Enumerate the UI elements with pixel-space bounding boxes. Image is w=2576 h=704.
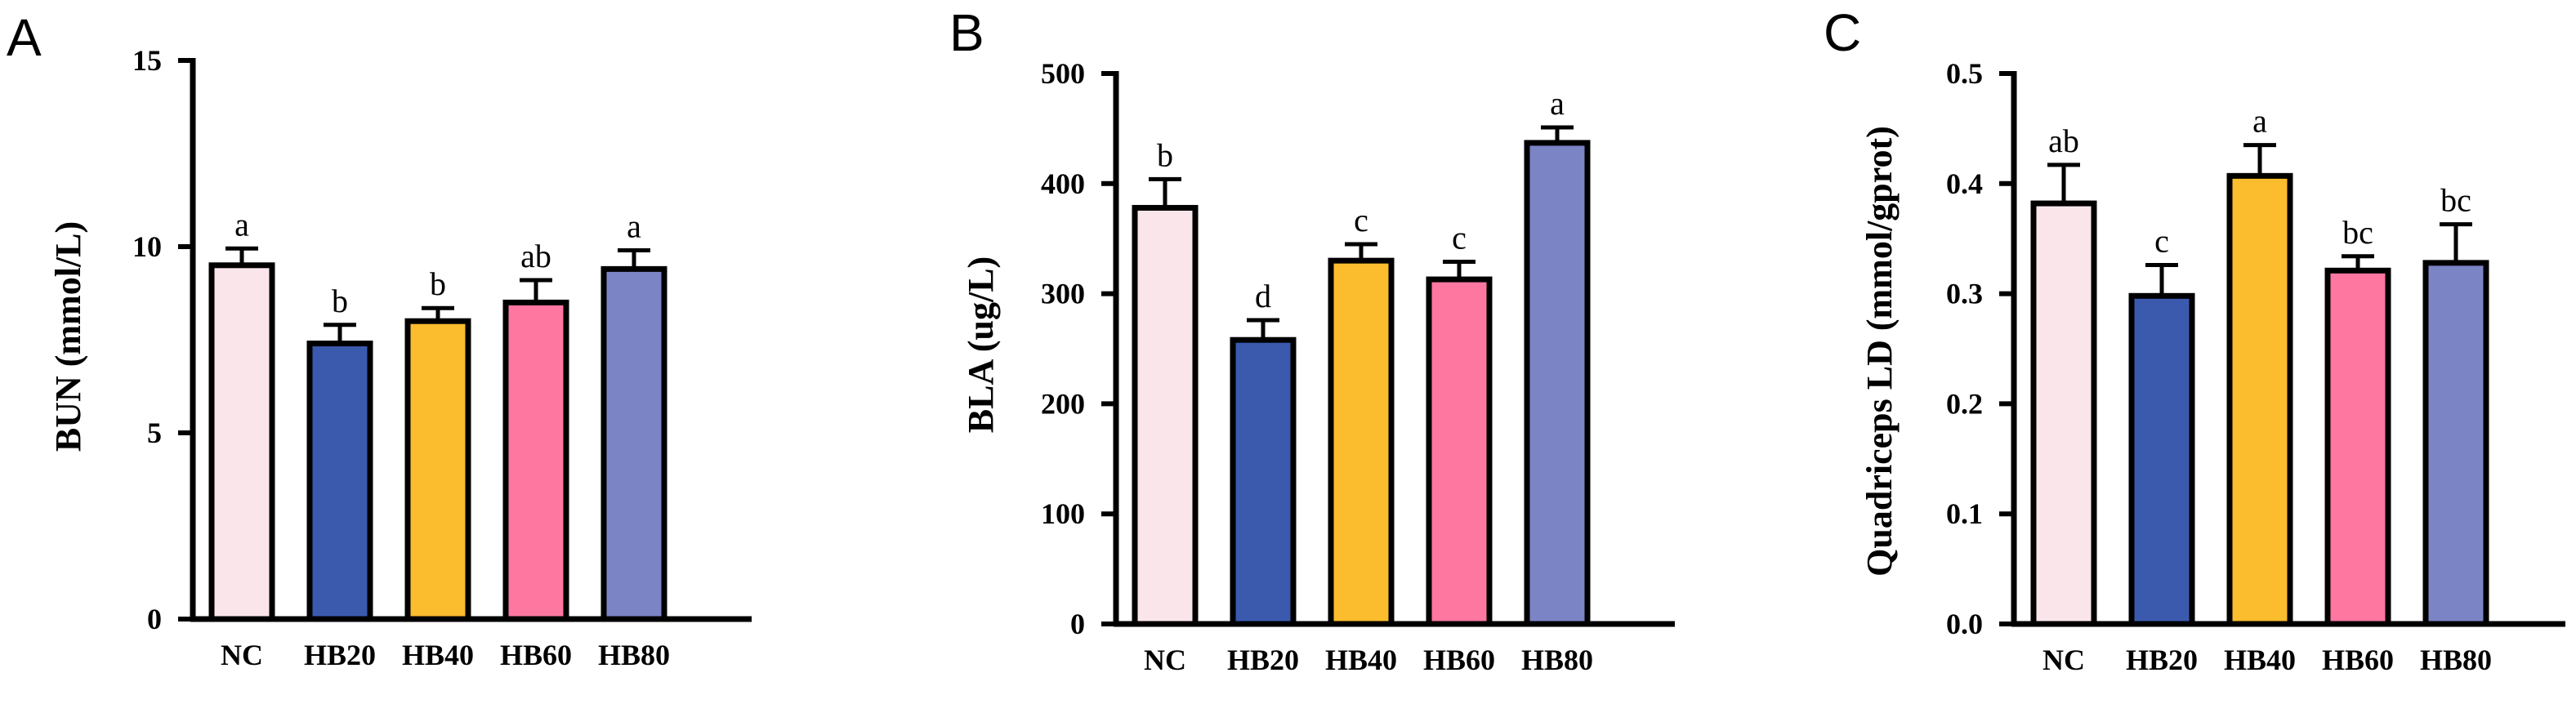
panel-b-y-tick-label-2: 200 bbox=[1041, 387, 1085, 420]
panel-c-significance-2: a bbox=[2252, 103, 2267, 140]
panel-a-y-axis-label: BUN (mmol/L) bbox=[48, 221, 88, 452]
panel-b-y-axis-label: BLA (ug/L) bbox=[961, 256, 1001, 433]
panel-c-y-tick-label-4: 0.4 bbox=[1946, 167, 1983, 200]
panel-a-x-tick-label-2: HB40 bbox=[402, 639, 474, 671]
panel-c-y-tick-label-2: 0.2 bbox=[1946, 387, 1983, 420]
panel-b-significance-1: d bbox=[1255, 278, 1271, 314]
panel-a-y-tick-label-3: 15 bbox=[132, 44, 162, 77]
panel-c-letter: C bbox=[1824, 3, 1861, 62]
panel-a-bar-1 bbox=[306, 341, 373, 622]
panel-a-significance-1: b bbox=[332, 283, 348, 319]
panel-b: B BLA (ug/L) b NC d HB20 c HB40 c HB60 a HB80 0 100… bbox=[949, 3, 1675, 676]
panel-a-letter: A bbox=[7, 8, 42, 67]
panel-c-y-axis-label: Quadriceps LD (mmol/gprot) bbox=[1859, 126, 1900, 577]
panel-b-bar-4 bbox=[1524, 140, 1591, 627]
panel-a-x-tick-label-3: HB60 bbox=[500, 639, 572, 671]
panel-b-significance-3: c bbox=[1452, 220, 1467, 256]
panel-b-plot: b NC d HB20 c HB40 c HB60 a HB80 0 100 200 300 400 500 bbox=[1041, 57, 1675, 676]
panel-b-significance-4: a bbox=[1550, 85, 1565, 122]
panel-a: A BUN (mmol/L) a NC b HB20 b HB40 ab HB60 a HB80 0… bbox=[7, 8, 752, 671]
panel-a-y-tick-label-1: 5 bbox=[147, 417, 162, 449]
panel-c-x-tick-label-1: HB20 bbox=[2126, 644, 2198, 676]
panel-c-bar-2 bbox=[2226, 172, 2293, 627]
panel-b-significance-2: c bbox=[1354, 202, 1368, 238]
panel-c-y-tick-label-5: 0.5 bbox=[1946, 57, 1983, 90]
panel-c-y-tick-label-3: 0.3 bbox=[1946, 278, 1983, 310]
panel-a-x-tick-label-1: HB20 bbox=[304, 639, 376, 671]
panel-b-x-tick-label-4: HB80 bbox=[1521, 644, 1593, 676]
panel-b-y-tick-label-1: 100 bbox=[1041, 497, 1085, 530]
panel-b-y-tick-label-3: 300 bbox=[1041, 278, 1085, 310]
panel-b-letter: B bbox=[949, 3, 984, 62]
panel-b-x-tick-label-2: HB40 bbox=[1325, 644, 1397, 676]
panel-c-x-tick-label-3: HB60 bbox=[2322, 644, 2394, 676]
panel-c-significance-3: bc bbox=[2342, 214, 2373, 251]
panel-a-bar-2 bbox=[404, 318, 471, 622]
panel-c-y-tick-label-1: 0.1 bbox=[1946, 497, 1983, 530]
panel-a-significance-0: a bbox=[234, 206, 249, 243]
panel-b-y-tick-label-4: 400 bbox=[1041, 167, 1085, 200]
panel-a-significance-4: a bbox=[627, 208, 641, 245]
panel-c-bar-3 bbox=[2324, 267, 2391, 627]
panel-c-x-tick-label-0: NC bbox=[2042, 644, 2085, 676]
panel-a-plot: a NC b HB20 b HB40 ab HB60 a HB80 0 5 10 15 bbox=[132, 44, 752, 671]
panel-c: C Quadriceps LD (mmol/gprot) ab NC c HB20 a H… bbox=[1824, 3, 2565, 676]
panel-b-x-tick-label-3: HB60 bbox=[1423, 644, 1495, 676]
panel-b-bar-3 bbox=[1426, 276, 1493, 627]
panel-b-x-tick-label-0: NC bbox=[1144, 644, 1186, 676]
panel-b-bar-0 bbox=[1132, 204, 1199, 627]
panel-c-bar-0 bbox=[2030, 200, 2097, 627]
panel-c-significance-0: ab bbox=[2048, 123, 2079, 159]
panel-b-bar-1 bbox=[1230, 336, 1297, 627]
panel-c-significance-4: bc bbox=[2440, 182, 2471, 219]
panel-a-y-tick-label-2: 10 bbox=[132, 230, 162, 263]
panel-a-y-tick-label-0: 0 bbox=[147, 603, 162, 635]
panel-c-significance-1: c bbox=[2154, 223, 2169, 260]
panel-a-x-tick-label-0: NC bbox=[221, 639, 263, 671]
panel-b-y-tick-label-5: 500 bbox=[1041, 57, 1085, 90]
panel-a-bar-4 bbox=[600, 265, 667, 622]
panel-a-x-tick-label-4: HB80 bbox=[598, 639, 670, 671]
panel-b-x-tick-label-1: HB20 bbox=[1227, 644, 1299, 676]
panel-c-plot: ab NC c HB20 a HB40 bc HB60 bc HB80 0.0 0.1 0.2 0.3 0.… bbox=[1946, 57, 2565, 676]
panel-b-y-tick-label-0: 0 bbox=[1070, 608, 1085, 640]
panel-b-bar-2 bbox=[1328, 257, 1395, 627]
panel-c-x-tick-label-4: HB80 bbox=[2420, 644, 2492, 676]
panel-a-bar-0 bbox=[208, 262, 275, 622]
panel-b-significance-0: b bbox=[1157, 136, 1173, 173]
panel-c-x-tick-label-2: HB40 bbox=[2224, 644, 2296, 676]
panel-a-bar-3 bbox=[502, 299, 569, 622]
panel-a-significance-3: ab bbox=[520, 238, 551, 274]
panel-c-y-tick-label-0: 0.0 bbox=[1946, 608, 1983, 640]
panel-c-bar-1 bbox=[2128, 292, 2195, 627]
panel-c-bar-4 bbox=[2422, 260, 2489, 627]
panel-a-significance-2: b bbox=[430, 265, 446, 302]
